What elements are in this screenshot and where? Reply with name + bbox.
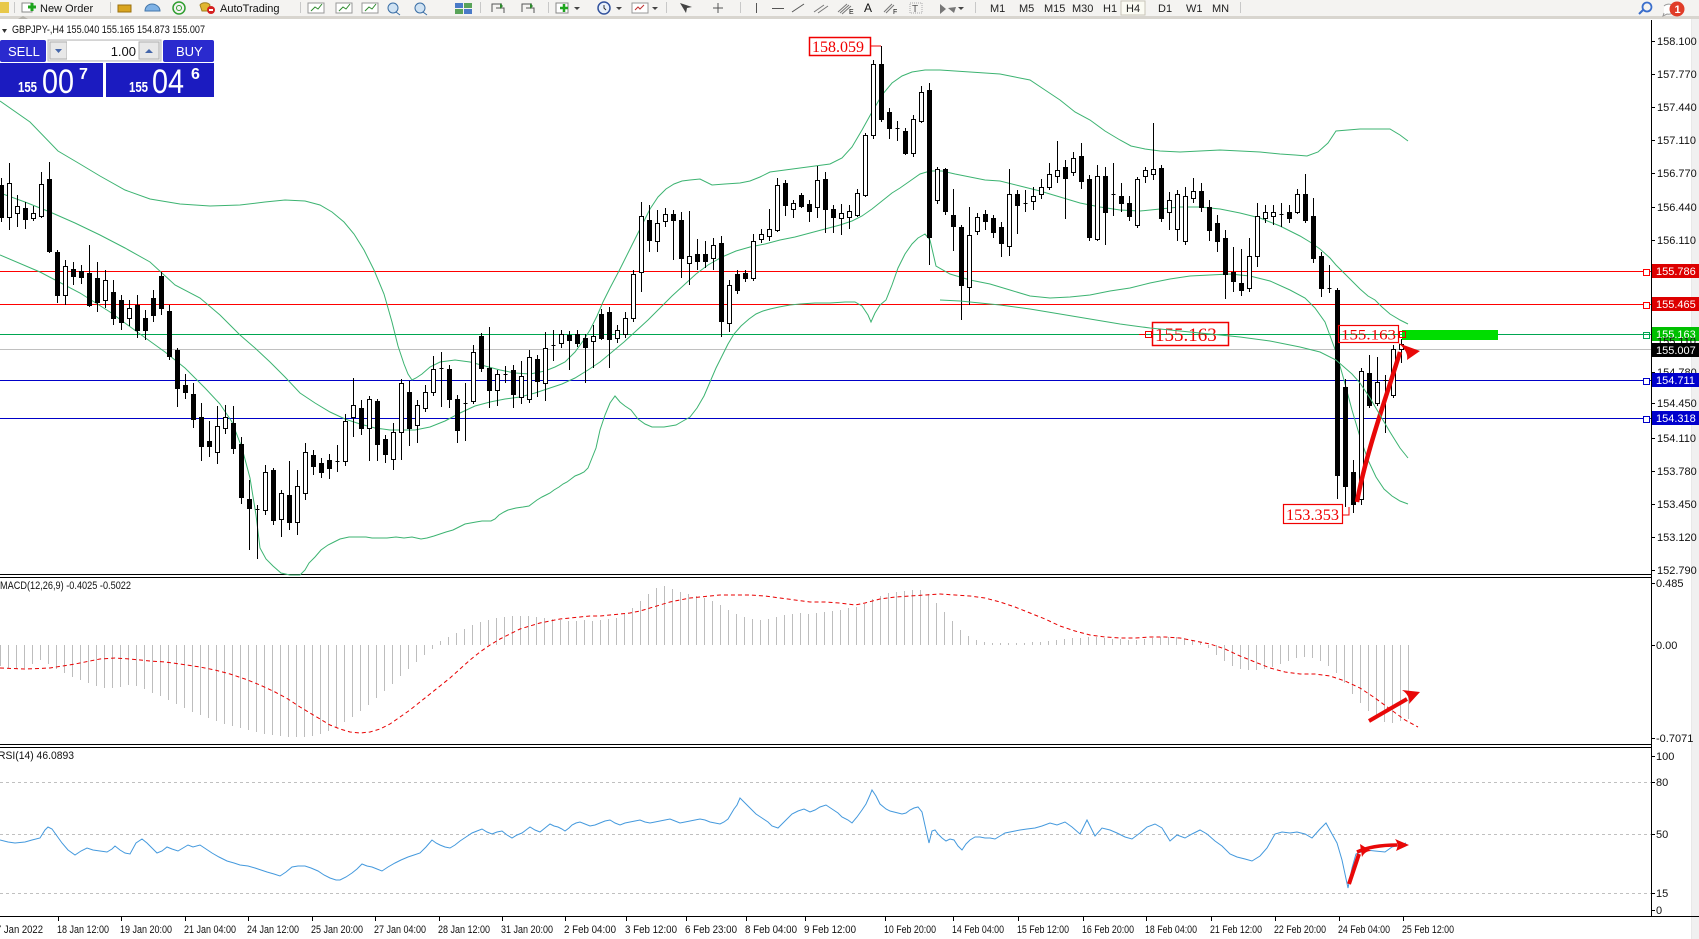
svg-text:100: 100 bbox=[1656, 751, 1674, 763]
svg-text:6 Feb 23:00: 6 Feb 23:00 bbox=[685, 924, 737, 936]
svg-text:10 Feb 20:00: 10 Feb 20:00 bbox=[884, 924, 936, 936]
svg-text:AutoTrading: AutoTrading bbox=[220, 3, 280, 15]
svg-text:24 Feb 04:00: 24 Feb 04:00 bbox=[1338, 924, 1390, 936]
svg-text:16 Feb 20:00: 16 Feb 20:00 bbox=[1082, 924, 1134, 936]
svg-text:14 Feb 04:00: 14 Feb 04:00 bbox=[952, 924, 1004, 936]
svg-text:MN: MN bbox=[1212, 3, 1229, 15]
svg-text:155.007: 155.007 bbox=[1656, 345, 1696, 357]
svg-text:22 Feb 20:00: 22 Feb 20:00 bbox=[1274, 924, 1326, 936]
svg-text:8 Feb 04:00: 8 Feb 04:00 bbox=[745, 924, 797, 936]
svg-text:153.353: 153.353 bbox=[1286, 507, 1339, 524]
svg-text:M5: M5 bbox=[1019, 3, 1034, 15]
svg-text:25 Jan 20:00: 25 Jan 20:00 bbox=[311, 924, 363, 936]
svg-text:1: 1 bbox=[1675, 4, 1681, 16]
svg-text:25 Feb 12:00: 25 Feb 12:00 bbox=[1402, 924, 1454, 936]
svg-text:RSI(14) 46.0893: RSI(14) 46.0893 bbox=[0, 750, 74, 762]
svg-text:154.711: 154.711 bbox=[1656, 375, 1695, 387]
svg-text:H4: H4 bbox=[1126, 3, 1140, 15]
svg-text:155.163: 155.163 bbox=[1155, 325, 1217, 346]
svg-text:156.440: 156.440 bbox=[1657, 202, 1697, 214]
svg-text:7: 7 bbox=[79, 66, 88, 83]
svg-text:28 Jan 12:00: 28 Jan 12:00 bbox=[438, 924, 490, 936]
svg-text:155.163: 155.163 bbox=[1656, 329, 1696, 341]
svg-text:158.100: 158.100 bbox=[1657, 36, 1697, 48]
svg-text:31 Jan 20:00: 31 Jan 20:00 bbox=[501, 924, 553, 936]
svg-text:2 Feb 04:00: 2 Feb 04:00 bbox=[564, 924, 616, 936]
svg-text:F: F bbox=[893, 9, 897, 16]
svg-text:155: 155 bbox=[18, 79, 37, 96]
svg-text:GBPJPY-,H4 155.040 155.165 15: GBPJPY-,H4 155.040 155.165 154.873 155.0… bbox=[12, 24, 205, 36]
svg-text:18 Jan 12:00: 18 Jan 12:00 bbox=[57, 924, 109, 936]
svg-text:18 Feb 04:00: 18 Feb 04:00 bbox=[1145, 924, 1197, 936]
svg-text:MACD(12,26,9) -0.4025 -0.5022: MACD(12,26,9) -0.4025 -0.5022 bbox=[0, 580, 131, 592]
svg-text:80: 80 bbox=[1656, 777, 1668, 789]
svg-text:00: 00 bbox=[42, 63, 74, 101]
svg-text:D1: D1 bbox=[1158, 3, 1172, 15]
svg-text:E: E bbox=[849, 9, 854, 16]
svg-text:152.790: 152.790 bbox=[1657, 565, 1697, 577]
svg-text:155.786: 155.786 bbox=[1656, 266, 1696, 278]
svg-text:19 Jan 20:00: 19 Jan 20:00 bbox=[120, 924, 172, 936]
svg-text:3 Feb 12:00: 3 Feb 12:00 bbox=[625, 924, 677, 936]
svg-text:158.059: 158.059 bbox=[812, 39, 864, 56]
svg-text:M15: M15 bbox=[1044, 3, 1065, 15]
svg-text:155: 155 bbox=[129, 79, 148, 96]
svg-text:154.318: 154.318 bbox=[1656, 413, 1696, 425]
svg-text:W1: W1 bbox=[1186, 3, 1203, 15]
svg-text:-0.7071: -0.7071 bbox=[1656, 733, 1693, 745]
svg-text:BUY: BUY bbox=[176, 44, 203, 59]
svg-text:157.440: 157.440 bbox=[1657, 102, 1697, 114]
svg-text:New Order: New Order bbox=[40, 3, 94, 15]
svg-text:157.110: 157.110 bbox=[1657, 135, 1696, 147]
svg-text:155.465: 155.465 bbox=[1656, 299, 1696, 311]
svg-text:153.780: 153.780 bbox=[1657, 466, 1697, 478]
svg-text:15: 15 bbox=[1656, 888, 1668, 900]
svg-text:1.00: 1.00 bbox=[111, 44, 136, 59]
svg-text:M30: M30 bbox=[1072, 3, 1093, 15]
svg-text:15 Feb 12:00: 15 Feb 12:00 bbox=[1017, 924, 1069, 936]
svg-text:153.120: 153.120 bbox=[1657, 532, 1697, 544]
svg-text:153.450: 153.450 bbox=[1657, 499, 1697, 511]
svg-text:SELL: SELL bbox=[8, 44, 40, 59]
svg-text:24 Jan 12:00: 24 Jan 12:00 bbox=[247, 924, 299, 936]
svg-text:155.163: 155.163 bbox=[1341, 328, 1396, 344]
svg-text:21 Jan 04:00: 21 Jan 04:00 bbox=[184, 924, 236, 936]
svg-text:A: A bbox=[864, 1, 872, 15]
svg-text:04: 04 bbox=[152, 63, 184, 101]
svg-text:T: T bbox=[912, 4, 918, 15]
svg-text:27 Jan 04:00: 27 Jan 04:00 bbox=[374, 924, 426, 936]
svg-text:0: 0 bbox=[1656, 905, 1662, 917]
svg-text:50: 50 bbox=[1656, 829, 1668, 841]
svg-text:21 Feb 12:00: 21 Feb 12:00 bbox=[1210, 924, 1262, 936]
svg-text:156.110: 156.110 bbox=[1657, 235, 1696, 247]
svg-text:0.485: 0.485 bbox=[1656, 578, 1684, 590]
svg-text:154.450: 154.450 bbox=[1657, 398, 1697, 410]
svg-text:0.00: 0.00 bbox=[1656, 640, 1677, 652]
svg-text:9 Feb 12:00: 9 Feb 12:00 bbox=[804, 924, 856, 936]
svg-text:H1: H1 bbox=[1103, 3, 1117, 15]
svg-text:6: 6 bbox=[191, 66, 200, 83]
svg-text:M1: M1 bbox=[990, 3, 1005, 15]
svg-text:154.110: 154.110 bbox=[1657, 433, 1696, 445]
svg-text:7 Jan 2022: 7 Jan 2022 bbox=[0, 924, 43, 936]
svg-text:156.770: 156.770 bbox=[1657, 168, 1697, 180]
svg-text:157.770: 157.770 bbox=[1657, 69, 1697, 81]
